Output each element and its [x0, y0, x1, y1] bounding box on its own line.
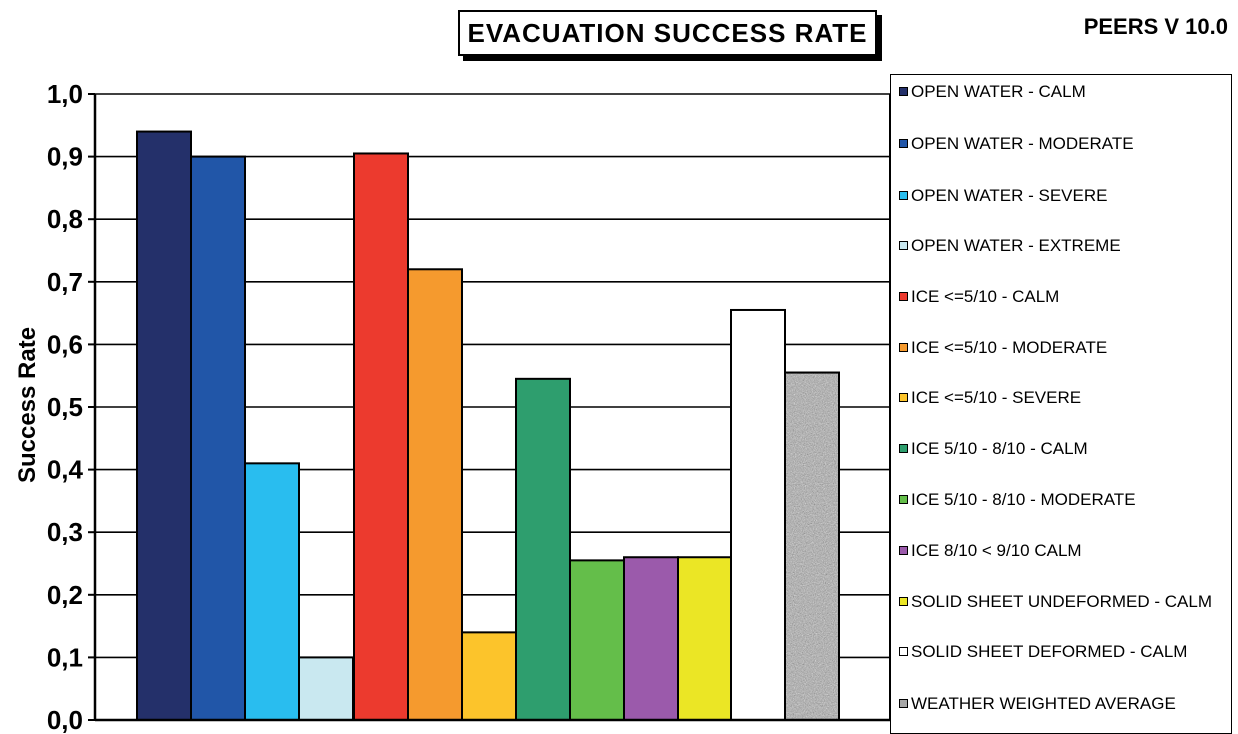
y-tick-label: 1,0	[47, 79, 83, 109]
legend-swatch	[899, 393, 908, 402]
legend-label: ICE <=5/10 - SEVERE	[911, 388, 1082, 407]
bar	[515, 377, 571, 721]
bar	[190, 155, 246, 722]
y-tick-label: 0,4	[47, 455, 84, 485]
legend-item: SOLID SHEET UNDEFORMED - CALM	[899, 591, 1224, 612]
legend: OPEN WATER - CALM OPEN WATER - MODERATE OP…	[890, 74, 1232, 734]
legend-swatch	[899, 292, 908, 301]
legend-label: SOLID SHEET UNDEFORMED - CALM	[911, 592, 1213, 611]
legend-swatch	[899, 495, 908, 504]
y-tick-label: 0,0	[47, 705, 83, 733]
legend-label: OPEN WATER - EXTREME	[911, 236, 1121, 255]
legend-label: ICE <=5/10 - CALM	[911, 287, 1060, 306]
y-tick-label: 0,8	[47, 204, 83, 234]
y-tick-label: 0,1	[47, 642, 83, 672]
legend-label: SOLID SHEET DEFORMED - CALM	[911, 642, 1188, 661]
bar-texture	[786, 373, 838, 719]
legend-item: ICE 8/10 < 9/10 CALM	[899, 540, 1224, 561]
legend-label: ICE 5/10 - 8/10 - MODERATE	[911, 490, 1136, 509]
bar	[136, 130, 192, 721]
legend-swatch	[899, 87, 908, 96]
bar	[353, 152, 409, 722]
legend-item: OPEN WATER - EXTREME	[899, 235, 1224, 256]
legend-label: OPEN WATER - SEVERE	[911, 186, 1108, 205]
legend-swatch	[899, 444, 908, 453]
legend-item: ICE <=5/10 - SEVERE	[899, 387, 1224, 408]
legend-swatch	[899, 699, 908, 708]
legend-swatch	[899, 241, 908, 250]
y-axis-ticks: 0,0 0,1 0,2 0,3 0,4 0,5 0,6 0,7 0,8 0,9 1,0	[47, 79, 95, 733]
legend-item: OPEN WATER - SEVERE	[899, 185, 1224, 206]
legend-item: OPEN WATER - CALM	[899, 81, 1224, 102]
y-tick-label: 0,6	[47, 329, 83, 359]
legend-label: OPEN WATER - CALM	[911, 82, 1086, 101]
legend-swatch	[899, 597, 908, 606]
legend-item: OPEN WATER - MODERATE	[899, 133, 1224, 154]
chart-title: EVACUATION SUCCESS RATE	[458, 10, 877, 56]
bar	[407, 268, 463, 721]
legend-item: ICE <=5/10 - MODERATE	[899, 337, 1224, 358]
legend-swatch	[899, 343, 908, 352]
y-tick-label: 0,2	[47, 580, 83, 610]
y-axis-label: Success Rate	[14, 326, 41, 484]
bar	[244, 462, 300, 721]
bar	[623, 556, 679, 721]
legend-swatch	[899, 546, 908, 555]
y-tick-label: 0,9	[47, 142, 83, 172]
bar	[569, 559, 625, 721]
legend-item: ICE 5/10 - 8/10 - MODERATE	[899, 489, 1224, 510]
y-tick-label: 0,5	[47, 392, 83, 422]
y-tick-label: 0,3	[47, 517, 83, 547]
legend-label: ICE 5/10 - 8/10 - CALM	[911, 439, 1088, 458]
legend-swatch	[899, 647, 908, 656]
legend-label: ICE 8/10 < 9/10 CALM	[911, 541, 1082, 560]
legend-swatch	[899, 139, 908, 148]
bar	[677, 556, 733, 721]
bars	[136, 130, 840, 722]
legend-label: ICE <=5/10 - MODERATE	[911, 338, 1108, 357]
legend-label: WEATHER WEIGHTED AVERAGE	[911, 694, 1176, 713]
legend-item: SOLID SHEET DEFORMED - CALM	[899, 641, 1224, 662]
legend-item: WEATHER WEIGHTED AVERAGE	[899, 693, 1224, 714]
bar	[461, 631, 517, 721]
legend-swatch	[899, 191, 908, 200]
legend-item: ICE <=5/10 - CALM	[899, 286, 1224, 307]
bar	[298, 656, 354, 722]
legend-label: OPEN WATER - MODERATE	[911, 134, 1134, 153]
legend-item: ICE 5/10 - 8/10 - CALM	[899, 438, 1224, 459]
bar	[730, 308, 786, 721]
version-label: PEERS V 10.0	[1083, 14, 1228, 39]
y-tick-label: 0,7	[47, 267, 83, 297]
